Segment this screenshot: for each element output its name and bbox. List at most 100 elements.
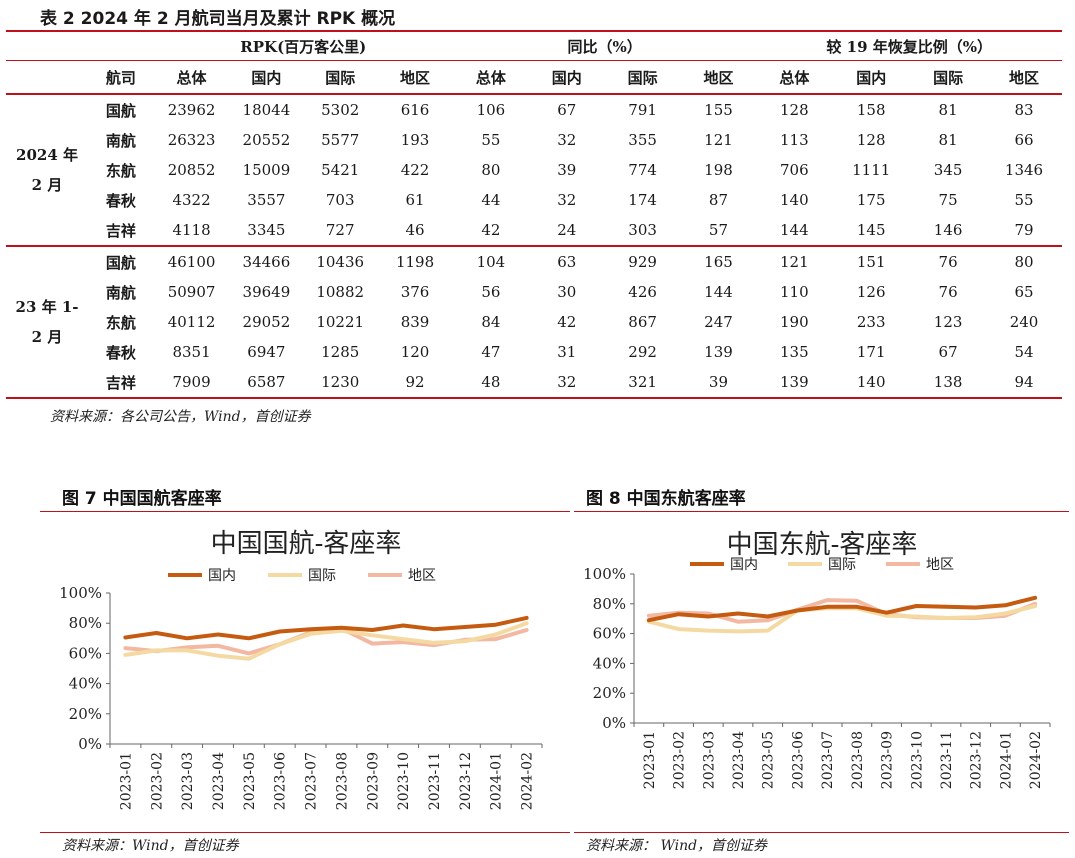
value-cell: 233 — [856, 313, 886, 331]
chart-legend: 国内 国际 地区 — [168, 568, 436, 584]
series-line-国际 — [646, 604, 1038, 634]
legend-label: 国内 — [208, 568, 236, 584]
value-cell: 66 — [1014, 131, 1034, 149]
carrier-cell: 吉祥 — [88, 367, 154, 399]
value-cell: 113 — [780, 131, 809, 149]
value-cell: 321 — [604, 367, 681, 399]
period-line2: 2 月 — [31, 176, 63, 194]
group-header-rpk: RPK(百万客公里) — [153, 30, 453, 61]
value-cell: 76 — [938, 283, 958, 301]
value-cell: 56 — [481, 283, 501, 301]
value-cell: 63 — [557, 253, 577, 271]
value-cell: 128 — [856, 131, 886, 149]
col-header: 航司 — [88, 60, 154, 95]
value-cell: 120 — [400, 343, 430, 361]
value-cell: 139 — [756, 367, 833, 399]
value-cell: 24 — [528, 215, 605, 247]
x-tick-label: 2023-10 — [909, 731, 925, 789]
value-cell: 8351 — [172, 343, 211, 361]
value-cell: 87 — [708, 191, 729, 209]
value-cell: 839 — [400, 313, 430, 331]
group-header-yoy: 同比（%） — [452, 30, 757, 61]
value-cell: 80 — [1014, 253, 1034, 271]
value-cell: 46100 — [167, 253, 216, 271]
value-cell: 44 — [481, 191, 501, 209]
value-cell: 7909 — [153, 367, 230, 399]
x-tick-label: 2023-10 — [396, 752, 412, 810]
value-cell: 867 — [628, 313, 657, 331]
value-cell: 29052 — [242, 313, 291, 331]
x-tick-label: 2023-03 — [701, 731, 717, 789]
series-line-国际 — [123, 621, 529, 661]
y-tick-label: 100% — [583, 565, 626, 583]
value-cell: 110 — [780, 283, 809, 301]
col-header: 地区 — [680, 60, 757, 95]
rpk-table: RPK(百万客公里) 同比（%） 较 19 年恢复比例（%） 航司 总体 国内 … — [6, 30, 1062, 399]
chart-legend: 国内 国际 地区 — [690, 557, 954, 573]
col-header: 国内 — [229, 60, 304, 95]
x-tick-label: 2023-08 — [850, 731, 866, 789]
value-cell: 42 — [557, 313, 577, 331]
value-cell: 171 — [856, 343, 886, 361]
value-cell: 240 — [1009, 313, 1039, 331]
x-tick-label: 2023-05 — [761, 731, 777, 789]
value-cell: 4322 — [172, 191, 211, 209]
x-tick-label: 2023-11 — [939, 731, 955, 789]
value-cell: 81 — [938, 101, 958, 119]
value-cell: 616 — [400, 101, 430, 119]
y-tick-label: 80% — [593, 595, 626, 613]
period-line1: 23 年 1- — [15, 298, 79, 316]
x-tick-label: 2023-12 — [969, 731, 985, 789]
value-cell: 123 — [933, 313, 963, 331]
value-cell: 32 — [557, 191, 577, 209]
value-cell: 1198 — [395, 253, 435, 271]
value-cell: 165 — [704, 253, 733, 271]
value-cell: 1230 — [303, 367, 378, 399]
value-cell: 67 — [938, 343, 958, 361]
x-tick-label: 2023-01 — [118, 752, 134, 810]
value-cell: 10436 — [316, 253, 365, 271]
carrier-cell: 春秋 — [105, 191, 136, 210]
value-cell: 1111 — [852, 161, 891, 179]
legend-label: 地区 — [408, 568, 436, 584]
table-row: 23 年 1- 2 月 国航 46100 34466 10436 1198 104 63 929 1… — [6, 246, 1062, 399]
value-cell: 128 — [780, 101, 809, 119]
col-header: 国际 — [910, 60, 987, 95]
header-blank — [6, 30, 89, 61]
value-cell: 39649 — [242, 283, 291, 301]
value-cell: 104 — [476, 253, 506, 271]
value-cell: 46 — [377, 215, 453, 247]
carrier-cell: 国航 — [105, 101, 136, 120]
value-cell: 292 — [628, 343, 657, 361]
value-cell: 92 — [377, 367, 453, 399]
value-cell: 57 — [680, 215, 757, 247]
x-tick-label: 2023-01 — [642, 731, 658, 789]
y-tick-label: 0% — [78, 735, 102, 753]
carrier-cell: 春秋 — [105, 343, 136, 362]
x-tick-label: 2023-07 — [820, 731, 836, 789]
x-tick-label: 2023-06 — [273, 752, 289, 810]
period-cell: 23 年 1- 2 月 — [6, 246, 89, 399]
value-cell: 20552 — [242, 131, 291, 149]
table-title: 表 2 2024 年 2 月航司当月及累计 RPK 概况 — [40, 9, 396, 29]
value-cell: 426 — [628, 283, 657, 301]
value-cell: 23962 — [167, 101, 216, 119]
y-tick-label: 40% — [593, 654, 626, 672]
x-tick-label: 2023-04 — [211, 752, 227, 810]
fig7-source: 资料来源：Wind，首创证券 — [62, 838, 239, 854]
y-tick-label: 0% — [602, 714, 626, 732]
value-cell: 54 — [1014, 343, 1034, 361]
value-cell: 67 — [557, 101, 577, 119]
chart-title: 中国国航-客座率 — [211, 529, 402, 559]
y-tick-label: 60% — [69, 644, 102, 662]
value-cell: 198 — [704, 161, 733, 179]
carrier-cell: 吉祥 — [88, 215, 154, 247]
value-cell: 65 — [1014, 283, 1034, 301]
value-cell: 106 — [476, 101, 506, 119]
value-cell: 79 — [986, 215, 1062, 247]
col-header: 总体 — [153, 60, 230, 95]
x-tick-label: 2023-03 — [180, 752, 196, 810]
carrier-cell: 南航 — [105, 283, 136, 302]
